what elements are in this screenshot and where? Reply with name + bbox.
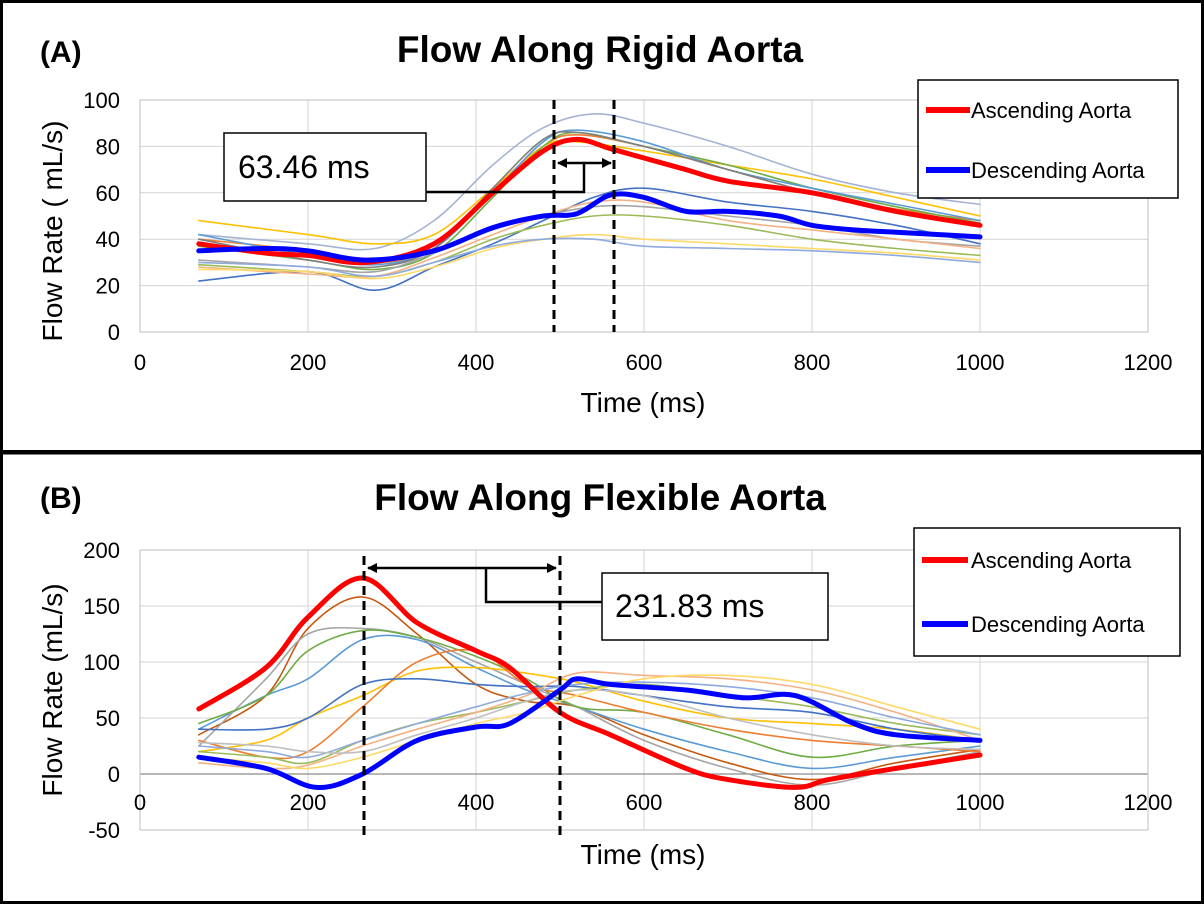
panel-a-x-tick-label: 400	[458, 350, 495, 375]
panel-a-plot-area	[139, 99, 1149, 333]
panel-b-series-line-2	[198, 596, 981, 781]
panel-b-y-tick-label: 200	[83, 538, 120, 563]
panel-b-x-tick-label: 1000	[956, 790, 1005, 815]
panel-a-legend: Ascending Aorta Descending Aorta	[917, 79, 1179, 199]
panel-a-series-group	[196, 113, 983, 292]
panel-a-y-tick-label: 40	[96, 227, 120, 252]
panel-b-series-descending-aorta	[196, 676, 983, 790]
panel-b-callout-connector	[484, 568, 602, 604]
panel-b-x-tick-label: 200	[290, 790, 327, 815]
panel-a-series-ascending-aorta	[196, 136, 983, 266]
panel-b: (B) Flow Along Flexible Aorta -50 0 50 100 1…	[0, 451, 1204, 904]
panel-a-x-tick-label: 800	[794, 350, 831, 375]
panel-b-label: (B)	[40, 482, 82, 515]
panel-b-arrowhead-right	[547, 563, 557, 573]
panel-a-label: (A)	[40, 36, 82, 69]
panel-b-x-ticks: 0 200 400 600 800 1000 1200	[134, 790, 1173, 815]
panel-a-legend-box	[917, 79, 1179, 199]
panel-a-annotation-box	[223, 132, 427, 202]
panel-b-y-tick-label: 150	[83, 594, 120, 619]
panel-b-series-line-12	[198, 689, 981, 754]
panel-a-legend-label-ascending: Ascending Aorta	[971, 98, 1132, 123]
panel-a-title: Flow Along Rigid Aorta	[397, 29, 804, 70]
panel-a-series-line-12	[198, 233, 981, 280]
panel-a-x-axis-title: Time (ms)	[581, 387, 706, 418]
panel-b-legend-label-ascending: Ascending Aorta	[971, 548, 1132, 573]
panel-b-y-ticks: -50 0 50 100 150 200	[83, 538, 120, 843]
panel-b-series-line-13	[198, 674, 981, 770]
panel-a-annotation-text: 63.46 ms	[238, 149, 370, 185]
panel-a-x-tick-label: 600	[626, 350, 663, 375]
panel-b-arrowhead-left	[367, 563, 377, 573]
panel-a-y-tick-label: 60	[96, 181, 120, 206]
panel-b-title: Flow Along Flexible Aorta	[374, 477, 826, 518]
panel-b-x-tick-label: 400	[458, 790, 495, 815]
panel-b-annotation-box	[601, 572, 829, 641]
panel-a-series-descending-aorta	[196, 191, 983, 263]
panel-a-x-tick-label: 1200	[1124, 350, 1173, 375]
panel-a-x-tick-label: 0	[134, 350, 146, 375]
panel-b-y-axis-title: Flow Rate (mL/s)	[37, 583, 68, 796]
panel-a-series-line-8	[198, 187, 981, 292]
panel-a-legend-label-descending: Descending Aorta	[971, 158, 1145, 183]
panel-b-y-tick-label: 100	[83, 650, 120, 675]
panel-b-series-group	[196, 575, 983, 790]
panel-a-x-tick-label: 1000	[956, 350, 1005, 375]
panel-b-series-line-10	[198, 671, 981, 770]
panel-a-y-tick-label: 20	[96, 274, 120, 299]
panel-a-x-tick-label: 200	[290, 350, 327, 375]
panel-b-series-line-8	[198, 677, 981, 742]
panel-b-x-axis-title: Time (ms)	[581, 839, 706, 870]
panel-a-y-tick-label: 0	[108, 320, 120, 345]
panel-b-x-tick-label: 0	[134, 790, 146, 815]
panel-b-legend-label-descending: Descending Aorta	[971, 612, 1145, 637]
panel-b-x-tick-label: 1200	[1124, 790, 1173, 815]
panel-b-series-line-4	[198, 626, 981, 786]
panel-a-callout-connector	[426, 164, 586, 194]
panel-b-y-tick-label: 50	[96, 706, 120, 731]
panel-b-x-tick-label: 600	[626, 790, 663, 815]
panel-b-x-tick-label: 800	[794, 790, 831, 815]
panel-a-x-ticks: 0 200 400 600 800 1000 1200	[134, 350, 1173, 375]
panel-b-annotation-text: 231.83 ms	[615, 588, 764, 624]
panel-a-series-line-13	[198, 237, 981, 278]
panel-a-y-tick-label: 80	[96, 134, 120, 159]
panel-a-y-tick-label: 100	[83, 88, 120, 113]
panel-a-y-axis-title: Flow Rate ( mL/s)	[37, 121, 68, 342]
panel-a-arrowhead-left	[557, 158, 567, 168]
panel-a: (A) Flow Along Rigid Aorta 020406080100 …	[0, 0, 1204, 453]
panel-b-y-tick-label: -50	[88, 818, 120, 843]
panel-b-frame	[0, 451, 1204, 904]
panel-b-plot-area	[139, 549, 1149, 831]
panel-b-annotation: 231.83 ms	[362, 556, 829, 840]
panel-b-series-line-5	[198, 629, 981, 759]
panel-b-series-line-11	[198, 681, 981, 759]
panel-b-legend-box	[913, 527, 1181, 657]
panel-a-annotation: 63.46 ms	[223, 100, 616, 332]
panel-a-series-line-2	[198, 113, 981, 251]
panel-a-arrowhead-right	[602, 158, 612, 168]
panel-b-legend: Ascending Aorta Descending Aorta	[913, 527, 1181, 657]
panel-a-y-ticks: 0 20 40 60 80 100	[83, 88, 120, 345]
panel-b-y-tick-label: 0	[108, 762, 120, 787]
